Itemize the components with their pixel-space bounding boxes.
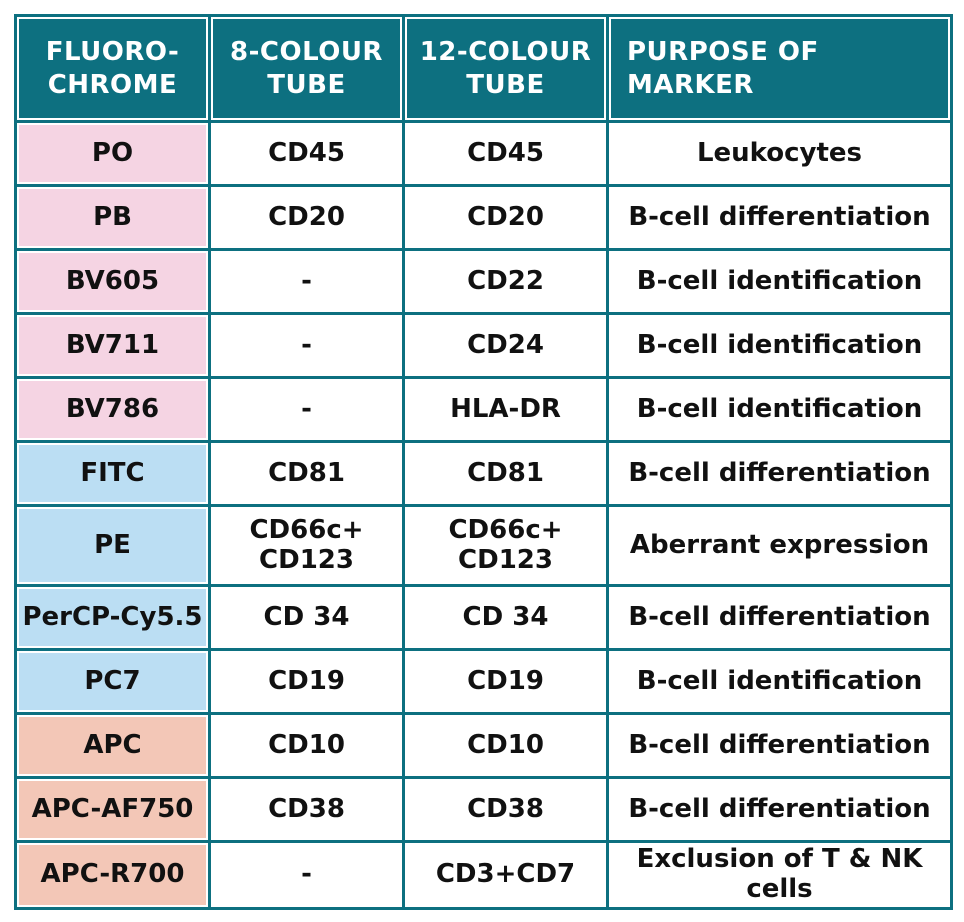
purpose-cell: B-cell identification	[606, 648, 953, 715]
tube8-cell: CD38	[208, 776, 405, 843]
tube8-cell: -	[208, 248, 405, 315]
table-row: PE CD66c+ CD123 CD66c+ CD123 Aberrant ex…	[14, 504, 953, 587]
tube12-cell: CD81	[402, 440, 609, 507]
tube8-cell: CD45	[208, 120, 405, 187]
fluorochrome-cell: APC-AF750	[14, 776, 211, 843]
purpose-cell: B-cell differentiation	[606, 776, 953, 843]
tube12-cell: CD10	[402, 712, 609, 779]
purpose-cell: B-cell differentiation	[606, 440, 953, 507]
purpose-cell: B-cell differentiation	[606, 712, 953, 779]
tube8-cell: -	[208, 312, 405, 379]
table-row: BV605 - CD22 B-cell identification	[14, 248, 953, 315]
purpose-cell: Leukocytes	[606, 120, 953, 187]
tube8-cell: CD10	[208, 712, 405, 779]
table-row: APC-R700 - CD3+CD7 Exclusion of T & NK c…	[14, 840, 953, 910]
purpose-cell: B-cell differentiation	[606, 584, 953, 651]
table-body: PO CD45 CD45 Leukocytes PB CD20 CD20 B-c…	[14, 120, 953, 910]
table-row: PB CD20 CD20 B-cell differentiation	[14, 184, 953, 251]
tube12-cell: HLA-DR	[402, 376, 609, 443]
purpose-cell: Aberrant expression	[606, 504, 953, 587]
fluorochrome-cell: PB	[14, 184, 211, 251]
tube8-cell: -	[208, 840, 405, 910]
table-row: PC7 CD19 CD19 B-cell identification	[14, 648, 953, 715]
table-row: APC CD10 CD10 B-cell differentiation	[14, 712, 953, 779]
fluorochrome-cell: PC7	[14, 648, 211, 715]
tube12-cell: CD3+CD7	[402, 840, 609, 910]
tube8-cell: CD66c+ CD123	[208, 504, 405, 587]
fluorochrome-cell: APC-R700	[14, 840, 211, 910]
tube8-cell: CD 34	[208, 584, 405, 651]
table-row: BV711 - CD24 B-cell identification	[14, 312, 953, 379]
tube12-cell: CD22	[402, 248, 609, 315]
tube12-cell: CD38	[402, 776, 609, 843]
column-header-8-colour-tube: 8-COLOUR TUBE	[208, 14, 405, 123]
tube12-cell: CD 34	[402, 584, 609, 651]
fluorochrome-panel-table: FLUORO- CHROME 8-COLOUR TUBE 12-COLOUR T…	[14, 14, 953, 910]
fluorochrome-cell: PO	[14, 120, 211, 187]
fluorochrome-cell: PerCP-Cy5.5	[14, 584, 211, 651]
fluorochrome-cell: PE	[14, 504, 211, 587]
tube8-cell: -	[208, 376, 405, 443]
purpose-cell: B-cell identification	[606, 312, 953, 379]
tube12-cell: CD24	[402, 312, 609, 379]
table-row: PO CD45 CD45 Leukocytes	[14, 120, 953, 187]
column-header-12-colour-tube: 12-COLOUR TUBE	[402, 14, 609, 123]
tube8-cell: CD20	[208, 184, 405, 251]
column-header-fluorochrome: FLUORO- CHROME	[14, 14, 211, 123]
fluorochrome-cell: APC	[14, 712, 211, 779]
column-header-purpose-of-marker: PURPOSE OF MARKER	[606, 14, 953, 123]
tube8-cell: CD19	[208, 648, 405, 715]
table-row: BV786 - HLA-DR B-cell identification	[14, 376, 953, 443]
purpose-cell: B-cell differentiation	[606, 184, 953, 251]
table-row: FITC CD81 CD81 B-cell differentiation	[14, 440, 953, 507]
fluorochrome-cell: BV605	[14, 248, 211, 315]
tube12-cell: CD20	[402, 184, 609, 251]
purpose-cell: Exclusion of T & NK cells	[606, 840, 953, 910]
fluorochrome-cell: BV786	[14, 376, 211, 443]
table-header: FLUORO- CHROME 8-COLOUR TUBE 12-COLOUR T…	[14, 14, 953, 123]
tube12-cell: CD45	[402, 120, 609, 187]
header-row: FLUORO- CHROME 8-COLOUR TUBE 12-COLOUR T…	[14, 14, 953, 123]
tube12-cell: CD66c+ CD123	[402, 504, 609, 587]
fluorochrome-cell: BV711	[14, 312, 211, 379]
purpose-cell: B-cell identification	[606, 376, 953, 443]
table-row: PerCP-Cy5.5 CD 34 CD 34 B-cell different…	[14, 584, 953, 651]
tube8-cell: CD81	[208, 440, 405, 507]
purpose-cell: B-cell identification	[606, 248, 953, 315]
tube12-cell: CD19	[402, 648, 609, 715]
table-row: APC-AF750 CD38 CD38 B-cell differentiati…	[14, 776, 953, 843]
fluorochrome-cell: FITC	[14, 440, 211, 507]
